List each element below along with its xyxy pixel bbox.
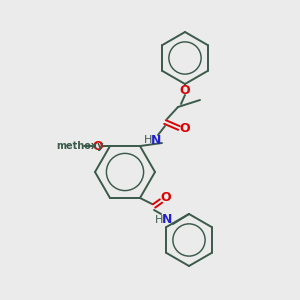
Text: N: N: [162, 214, 172, 226]
Text: H: H: [144, 135, 152, 145]
Text: O: O: [93, 140, 103, 152]
Text: O: O: [180, 83, 190, 97]
Text: methoxy: methoxy: [56, 141, 104, 151]
Text: O: O: [180, 122, 190, 134]
Text: H: H: [155, 215, 163, 225]
Text: N: N: [151, 134, 161, 146]
Text: O: O: [161, 191, 171, 205]
